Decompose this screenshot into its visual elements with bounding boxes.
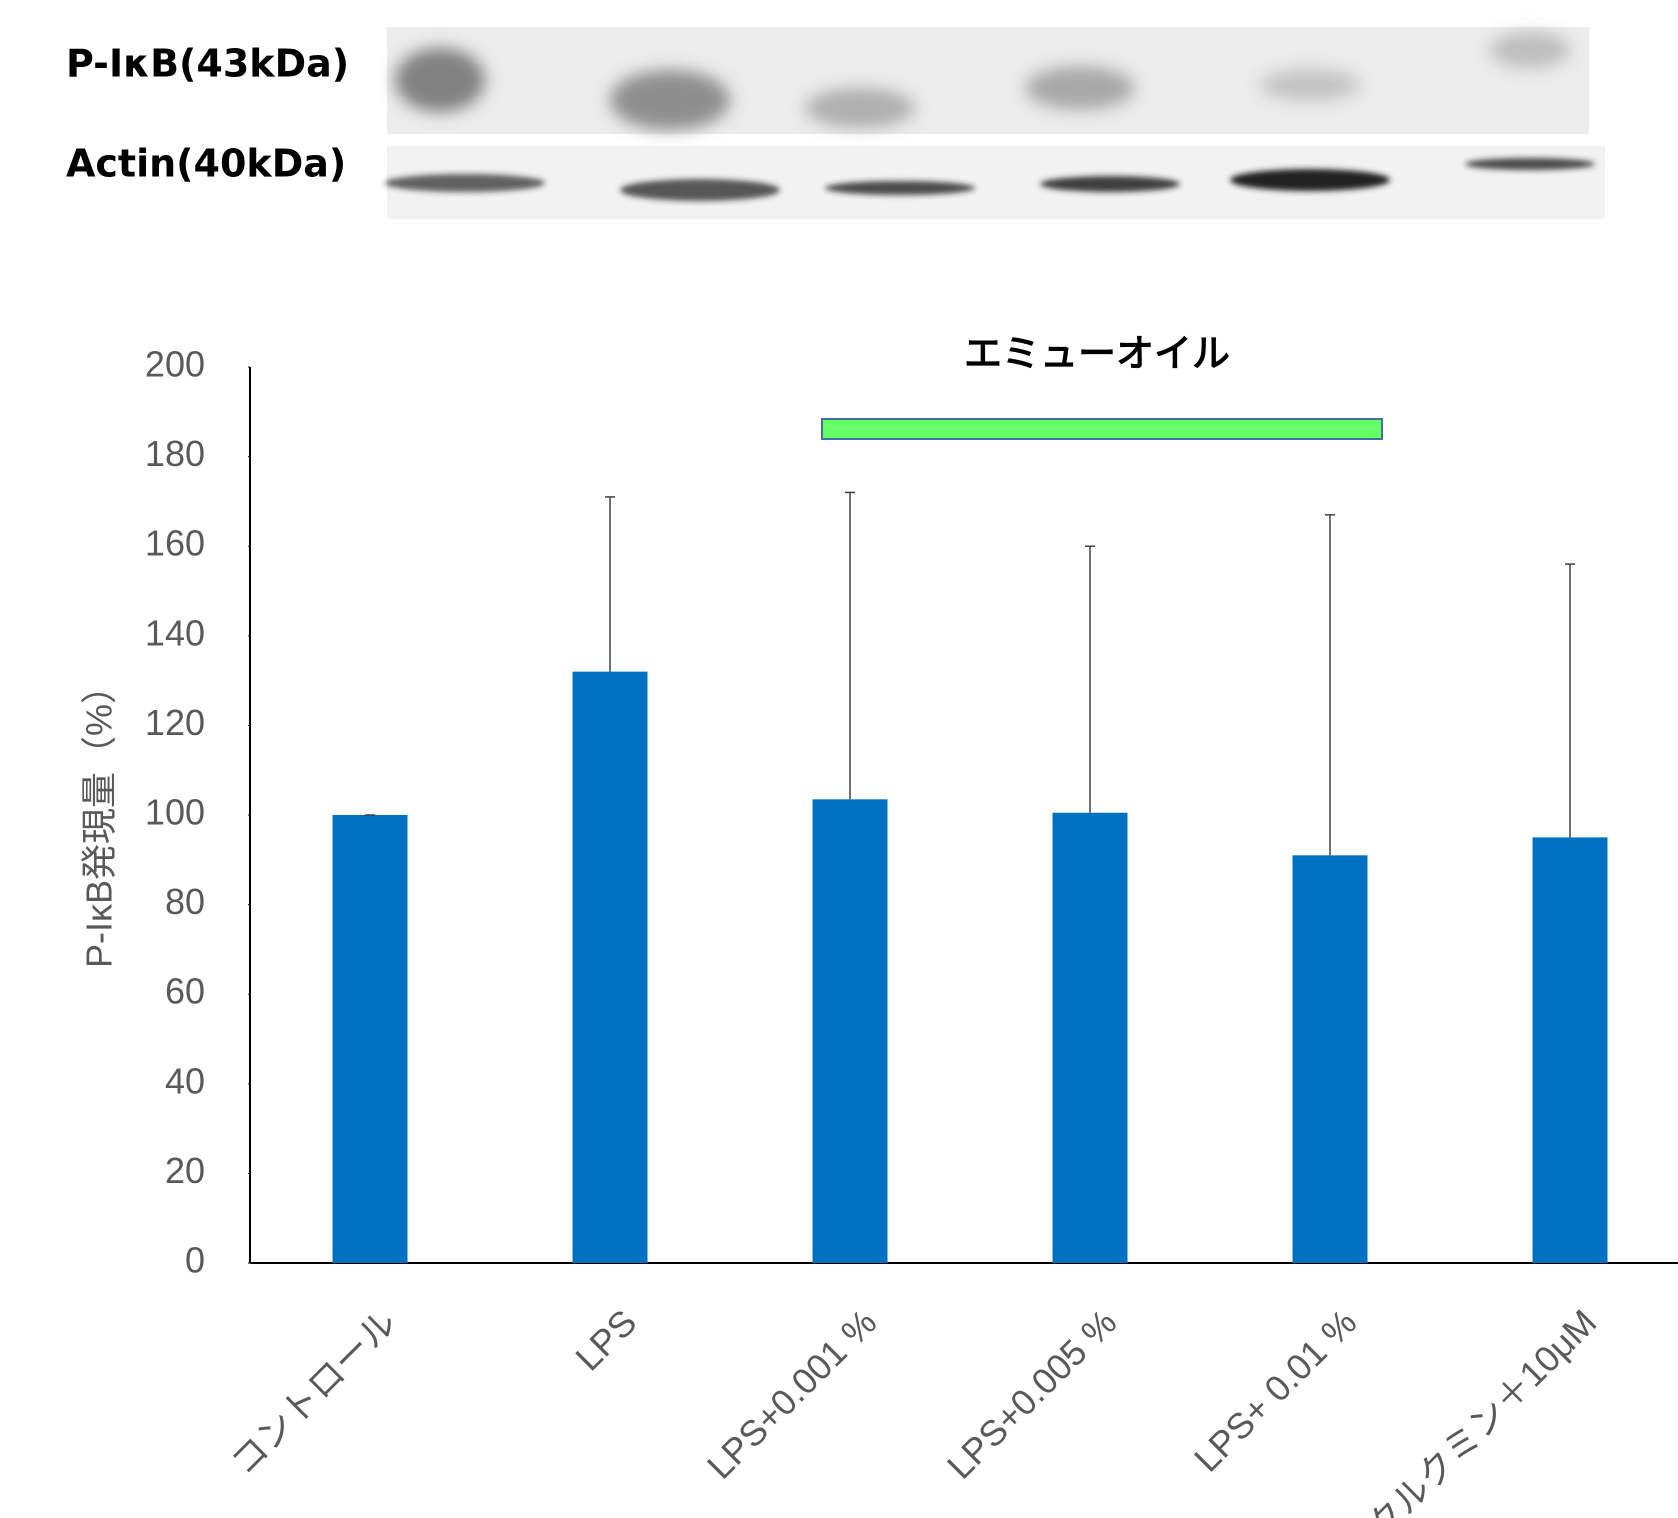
y-tick-label: 180: [145, 433, 205, 474]
blot-label: P-IκB(43kDa): [66, 42, 349, 86]
blot-label: Actin(40kDa): [66, 142, 346, 186]
bar: [1053, 813, 1128, 1263]
y-tick-label: 0: [185, 1240, 205, 1281]
x-tick-label: LPS+ 0.01 %: [1186, 1301, 1364, 1479]
bar: [573, 672, 648, 1263]
y-tick-label: 100: [145, 792, 205, 833]
y-tick-label: 140: [145, 612, 205, 653]
chart: P-IκB(43kDa) Actin(40kDa) エミューオイル P-IκB発…: [0, 0, 1678, 1518]
x-tick-label: LPS+0.005 %: [939, 1301, 1124, 1486]
bar: [333, 815, 408, 1263]
x-tick-label: LPS+0.001 %: [699, 1301, 884, 1486]
bar: [813, 799, 888, 1263]
y-tick-label: 60: [165, 971, 205, 1012]
y-tick-label: 160: [145, 523, 205, 564]
y-tick-label: 20: [165, 1150, 205, 1191]
bar: [1293, 855, 1368, 1263]
annotation-bar: [822, 419, 1382, 439]
y-axis-title: P-IκB発現量（%）: [79, 668, 120, 968]
y-tick-label: 120: [145, 702, 205, 743]
y-tick-label: 200: [145, 344, 205, 385]
bar: [1533, 837, 1608, 1263]
x-tick-label: LPS: [567, 1301, 644, 1378]
y-tick-label: 40: [165, 1060, 205, 1101]
y-tick-label: 80: [165, 881, 205, 922]
blot-image: [385, 27, 1605, 219]
annotation: エミューオイル: [964, 332, 1230, 376]
x-tick-label: クルクミン＋10μM: [1359, 1301, 1604, 1518]
x-tick-label: コントロール: [223, 1301, 405, 1483]
